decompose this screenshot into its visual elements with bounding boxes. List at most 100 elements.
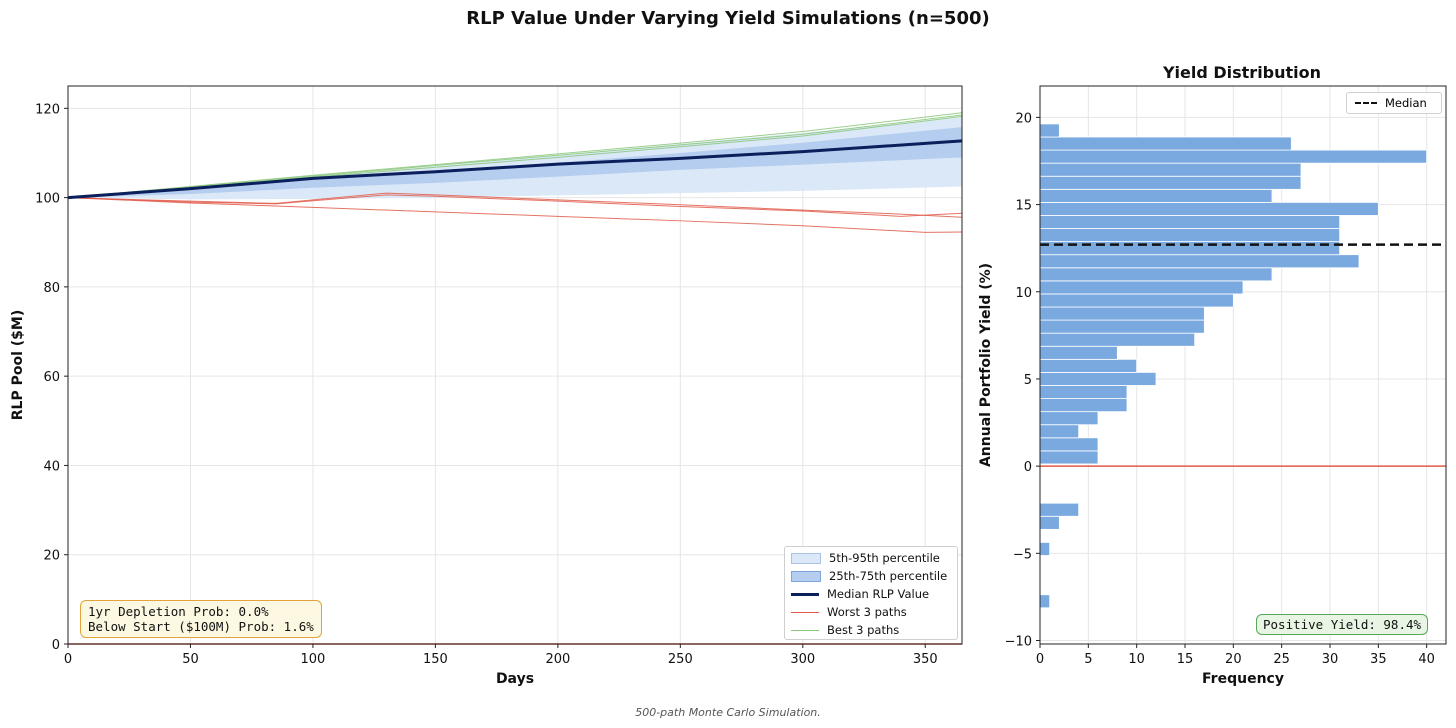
x-tick-label: 0: [64, 652, 72, 667]
figure-caption: 500-path Monte Carlo Simulation.: [635, 706, 821, 719]
worst-path-line: [67, 197, 963, 233]
worst-path-line: [67, 192, 963, 218]
legend-label: Median: [1385, 96, 1427, 110]
median-line: [67, 139, 963, 200]
y-tick-label: 10: [1015, 286, 1032, 301]
x-tick-label: 10: [1128, 652, 1145, 667]
legend-item: Median RLP Value: [791, 586, 929, 602]
histogram-bar: [1039, 345, 1118, 360]
histogram-bar: [1039, 358, 1138, 373]
positive-yield-text: Positive Yield: 98.4%: [1263, 617, 1422, 632]
histogram-bar: [1039, 411, 1099, 426]
reference-lines: [1040, 243, 1446, 467]
left-plot-frame: [67, 85, 963, 645]
legend-swatch: [791, 592, 819, 596]
figure-title: RLP Value Under Varying Yield Simulation…: [466, 8, 989, 29]
best-path-line: [67, 112, 963, 199]
legend-swatch: [791, 570, 821, 582]
x-tick-label: 50: [182, 652, 199, 667]
legend-swatch: [1355, 102, 1377, 104]
y-tick-label: 60: [43, 370, 60, 385]
x-tick-label: 30: [1322, 652, 1339, 667]
y-tick-label: 80: [43, 281, 60, 296]
y-tick-label: −5: [1013, 547, 1032, 562]
x-tick-label: 15: [1177, 652, 1194, 667]
histogram-bar: [1039, 267, 1273, 282]
x-tick-label: 40: [1418, 652, 1435, 667]
right-axis-ticks: 0 5 10 15 20 25 30 35 40 −10 −5 0 5 10 15 20: [1005, 111, 1435, 667]
legend-item: 25th-75th percentile: [791, 568, 947, 584]
y-tick-label: 100: [35, 192, 60, 207]
x-tick-label: 5: [1084, 652, 1092, 667]
histogram-bar: [1039, 542, 1051, 556]
best-path-line: [67, 114, 963, 199]
histogram-bar: [1039, 228, 1341, 243]
left-legend: 5th-95th percentile 25th-75th percentile…: [784, 546, 958, 640]
x-tick-label: 100: [301, 652, 326, 667]
histogram-bar: [1039, 280, 1244, 295]
y-tick-label: 20: [1015, 111, 1032, 126]
histogram-bar: [1039, 162, 1302, 177]
y-tick-label: 0: [1024, 460, 1032, 475]
y-tick-label: 5: [1024, 373, 1032, 388]
histogram-bar: [1039, 502, 1080, 517]
below-start-prob-text: Below Start ($100M) Prob: 1.6%: [88, 619, 314, 634]
y-tick-label: 120: [35, 102, 60, 117]
y-tick-label: −10: [1005, 635, 1032, 650]
x-tick-label: 350: [913, 652, 938, 667]
y-tick-label: 15: [1015, 199, 1032, 214]
left-xlabel: Days: [496, 671, 534, 687]
y-tick-label: 0: [52, 638, 60, 653]
legend-item: Worst 3 paths: [791, 604, 907, 620]
right-plot-frame: [1039, 85, 1447, 645]
x-tick-label: 20: [1225, 652, 1242, 667]
legend-swatch: [791, 552, 821, 564]
legend-label: Best 3 paths: [827, 623, 900, 637]
x-tick-label: 35: [1370, 652, 1387, 667]
histogram-bar: [1039, 254, 1360, 269]
x-tick-label: 250: [668, 652, 693, 667]
histogram-bar: [1039, 175, 1302, 190]
legend-label: 25th-75th percentile: [829, 569, 948, 583]
legend-item: Best 3 paths: [791, 622, 899, 638]
x-tick-label: 150: [423, 652, 448, 667]
x-tick-label: 200: [545, 652, 570, 667]
histogram-bar: [1039, 136, 1292, 151]
legend-swatch: [791, 611, 819, 613]
panel2-title: Yield Distribution: [1162, 63, 1321, 82]
histogram-bar: [1039, 215, 1341, 229]
x-tick-label: 0: [1036, 652, 1044, 667]
legend-item: 5th-95th percentile: [791, 550, 940, 566]
left-ylabel: RLP Pool ($M): [10, 310, 26, 420]
legend-label: Median RLP Value: [827, 587, 930, 601]
histogram-bar: [1039, 201, 1379, 216]
histogram-bar: [1039, 398, 1128, 413]
right-ylabel: Annual Portfolio Yield (%): [978, 263, 994, 467]
left-axis-ticks: 0 50 100 150 200 250 300 350 0 20 40 60 80 100 120: [35, 102, 938, 667]
legend-label: Worst 3 paths: [827, 605, 907, 619]
legend-label: 5th-95th percentile: [829, 551, 940, 565]
histogram-bar: [1039, 372, 1157, 386]
worst-path-line: [67, 194, 963, 217]
legend-swatch: [791, 629, 819, 631]
histogram-bar: [1039, 123, 1060, 138]
histogram-bar: [1039, 332, 1196, 347]
histogram-bar: [1039, 306, 1205, 321]
histogram-bar: [1039, 437, 1099, 452]
depletion-annotation: 1yr Depletion Prob: 0.0% Below Start ($1…: [80, 600, 322, 638]
y-tick-label: 20: [43, 549, 60, 564]
y-tick-label: 40: [43, 459, 60, 474]
histogram-bar: [1039, 450, 1099, 465]
histogram-bar: [1039, 385, 1128, 399]
median-legend: Median: [1346, 92, 1442, 114]
histogram-bar: [1039, 293, 1234, 308]
histogram-bar: [1039, 424, 1080, 439]
positive-yield-annotation: Positive Yield: 98.4%: [1256, 614, 1429, 635]
histogram-bar: [1039, 594, 1051, 609]
x-tick-label: 25: [1273, 652, 1290, 667]
histogram-bar: [1039, 515, 1060, 530]
histogram-bar: [1039, 319, 1205, 334]
histogram-bar: [1039, 188, 1273, 203]
histogram-bar: [1039, 149, 1428, 164]
